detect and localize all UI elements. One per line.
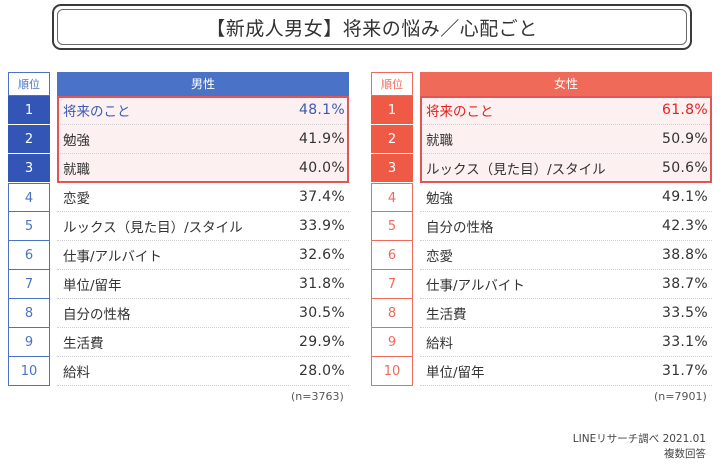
female-table-row: 将来のこと 61.8% [420, 96, 712, 125]
male-item-label: 給料 [63, 365, 90, 381]
female-table: 女性将来のこと 61.8% 就職 50.9% ルックス（見た目）/スタイル 50.6% 勉強… [420, 72, 712, 386]
female-item-label: 単位/留年 [426, 365, 485, 381]
male-table-row: 自分の性格 30.5% [57, 299, 349, 328]
female-table-row: 単位/留年 31.7% [420, 357, 712, 386]
source-text: LINEリサーチ調べ 2021.01 [572, 433, 706, 445]
female-rank-cell: 1 [371, 96, 413, 125]
male-item-value: 48.1% [299, 102, 345, 118]
male-item-value: 30.5% [299, 305, 345, 321]
female-item-value: 42.3% [662, 218, 708, 234]
female-item-value: 61.8% [662, 102, 708, 118]
female-item-label: 仕事/アルバイト [426, 278, 525, 294]
female-item-value: 49.1% [662, 189, 708, 205]
male-item-label: 将来のこと [63, 104, 131, 120]
male-table-row: ルックス（見た目）/スタイル 33.9% [57, 212, 349, 241]
female-table-row: 恋愛 38.8% [420, 241, 712, 270]
male-table: 男性将来のこと 48.1% 勉強 41.9% 就職 40.0% 恋愛 37.4% ルックス（見た… [57, 72, 349, 386]
male-rank-header: 順位 [8, 72, 50, 96]
male-item-label: 自分の性格 [63, 307, 131, 323]
male-rank-cell: 9 [8, 328, 50, 357]
female-item-value: 38.7% [662, 276, 708, 292]
male-item-label: 勉強 [63, 133, 90, 149]
female-item-label: 給料 [426, 336, 453, 352]
male-item-value: 37.4% [299, 189, 345, 205]
male-item-value: 40.0% [299, 160, 345, 176]
female-item-label: 自分の性格 [426, 220, 494, 236]
male-item-label: 就職 [63, 162, 90, 178]
male-item-value: 33.9% [299, 218, 345, 234]
female-item-value: 38.8% [662, 247, 708, 263]
male-table-row: 将来のこと 48.1% [57, 96, 349, 125]
female-sample-size: (n=7901) [654, 390, 707, 403]
male-table-row: 勉強 41.9% [57, 125, 349, 154]
male-rank-column: 順位 1 2 3 4 5 6 7 8 9 10 [8, 72, 50, 386]
male-item-value: 29.9% [299, 334, 345, 350]
female-rank-cell: 4 [371, 183, 413, 212]
female-rank-cell: 6 [371, 241, 413, 270]
female-item-label: 就職 [426, 133, 453, 149]
male-sample-size: (n=3763) [291, 390, 344, 403]
male-table-header: 男性 [57, 72, 349, 96]
female-rank-cell: 3 [371, 154, 413, 183]
male-rank-cell: 8 [8, 299, 50, 328]
female-item-value: 50.9% [662, 131, 708, 147]
female-item-label: 恋愛 [426, 249, 453, 265]
female-item-value: 33.1% [662, 334, 708, 350]
male-item-value: 32.6% [299, 247, 345, 263]
male-item-label: 恋愛 [63, 191, 90, 207]
female-rank-header: 順位 [371, 72, 413, 96]
female-table-row: 就職 50.9% [420, 125, 712, 154]
male-table-row: 生活費 29.9% [57, 328, 349, 357]
page-title: 【新成人男女】将来の悩み／心配ごと [206, 17, 538, 40]
female-item-label: 生活費 [426, 307, 467, 323]
male-item-label: 生活費 [63, 336, 104, 352]
title-box: 【新成人男女】将来の悩み／心配ごと [52, 4, 692, 50]
female-rank-cell: 10 [371, 357, 413, 386]
male-table-row: 給料 28.0% [57, 357, 349, 386]
female-rank-cell: 8 [371, 299, 413, 328]
male-table-row: 仕事/アルバイト 32.6% [57, 241, 349, 270]
male-item-value: 41.9% [299, 131, 345, 147]
male-rank-cell: 2 [8, 125, 50, 154]
source-note: LINEリサーチ調べ 2021.01 複数回答 [573, 432, 706, 462]
male-rank-cell: 6 [8, 241, 50, 270]
female-item-label: ルックス（見た目）/スタイル [426, 162, 606, 178]
female-rank-column: 順位 1 2 3 4 5 6 7 8 9 10 [371, 72, 413, 386]
male-rank-cell: 5 [8, 212, 50, 241]
female-item-value: 33.5% [662, 305, 708, 321]
male-item-value: 28.0% [299, 363, 345, 379]
female-item-value: 50.6% [662, 160, 708, 176]
female-table-row: 仕事/アルバイト 38.7% [420, 270, 712, 299]
female-item-value: 31.7% [662, 363, 708, 379]
female-item-label: 勉強 [426, 191, 453, 207]
multiple-answer-note: 複数回答 [664, 448, 706, 460]
female-table-row: 勉強 49.1% [420, 183, 712, 212]
female-table-row: 生活費 33.5% [420, 299, 712, 328]
male-item-label: ルックス（見た目）/スタイル [63, 220, 243, 236]
male-table-row: 単位/留年 31.8% [57, 270, 349, 299]
male-rank-cell: 1 [8, 96, 50, 125]
male-rank-cell: 4 [8, 183, 50, 212]
male-rank-cell: 7 [8, 270, 50, 299]
male-rank-cell: 3 [8, 154, 50, 183]
female-rank-cell: 9 [371, 328, 413, 357]
male-item-label: 単位/留年 [63, 278, 122, 294]
female-table-row: 自分の性格 42.3% [420, 212, 712, 241]
female-table-row: ルックス（見た目）/スタイル 50.6% [420, 154, 712, 183]
female-rank-cell: 5 [371, 212, 413, 241]
male-table-row: 就職 40.0% [57, 154, 349, 183]
female-rank-cell: 7 [371, 270, 413, 299]
female-item-label: 将来のこと [426, 104, 494, 120]
male-table-row: 恋愛 37.4% [57, 183, 349, 212]
female-table-header: 女性 [420, 72, 712, 96]
female-table-row: 給料 33.1% [420, 328, 712, 357]
male-item-value: 31.8% [299, 276, 345, 292]
female-rank-cell: 2 [371, 125, 413, 154]
male-rank-cell: 10 [8, 357, 50, 386]
male-item-label: 仕事/アルバイト [63, 249, 162, 265]
